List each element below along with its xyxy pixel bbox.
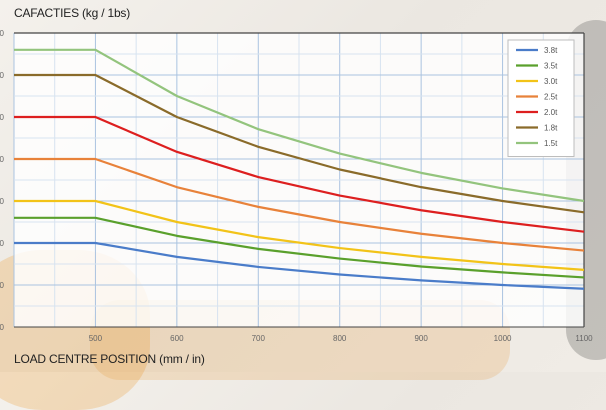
legend-box xyxy=(507,39,575,157)
legend-label: 2.5t xyxy=(544,93,558,102)
x-tick-label: 1100 xyxy=(575,334,593,343)
series-line-1-5t xyxy=(14,48,585,203)
x-tick-labels: 500 600 700 800 900 1000 1100 xyxy=(89,334,593,343)
series-line-1-8t xyxy=(14,73,585,214)
legend-label: 1.5t xyxy=(544,139,558,148)
series-line-2-0t xyxy=(14,115,585,233)
x-tick-label: 1000 xyxy=(494,334,512,343)
x-tick-label: 900 xyxy=(414,334,428,343)
y-tick-label: 0 xyxy=(0,155,5,164)
x-tick-label: 600 xyxy=(170,334,184,343)
legend-label: 3.5t xyxy=(544,62,558,71)
y-tick-label: 0 xyxy=(0,281,5,290)
series-line-2-5t xyxy=(14,157,585,252)
legend-label: 2.0t xyxy=(544,108,558,117)
y-tick-label: 0 xyxy=(0,239,5,248)
series-line-3-5t xyxy=(14,216,585,279)
legend-label: 3.8t xyxy=(544,46,558,55)
series-line-3-0t xyxy=(14,199,585,271)
y-tick-label: 0 xyxy=(0,197,5,206)
x-tick-label: 500 xyxy=(89,334,103,343)
y-tick-label: 0 xyxy=(0,71,5,80)
legend-label: 1.8t xyxy=(544,124,558,133)
legend-label: 3.0t xyxy=(544,77,558,86)
axes xyxy=(14,32,585,328)
y-tick-labels: 0 0 0 0 0 0 0 0 xyxy=(0,29,5,332)
series-lines xyxy=(14,48,585,290)
y-tick-label: 0 xyxy=(0,113,5,122)
series-line-3-8t xyxy=(14,241,585,290)
x-axis-label: LOAD CENTRE POSITION (mm / in) xyxy=(14,352,205,366)
chart-title: CAFACTIES (kg / 1bs) xyxy=(14,6,131,20)
y-tick-label: 0 xyxy=(0,29,5,38)
x-tick-label: 700 xyxy=(252,334,266,343)
legend: 3.8t 3.5t 3.0t 2.5t 2.0t 1.8t 1.5t xyxy=(507,39,575,157)
line-chart: 500 600 700 800 900 1000 1100 0 0 0 0 0 0 0 0 3.8t 3.5… xyxy=(0,29,593,343)
y-tick-label: 0 xyxy=(0,323,5,332)
x-tick-label: 800 xyxy=(333,334,347,343)
